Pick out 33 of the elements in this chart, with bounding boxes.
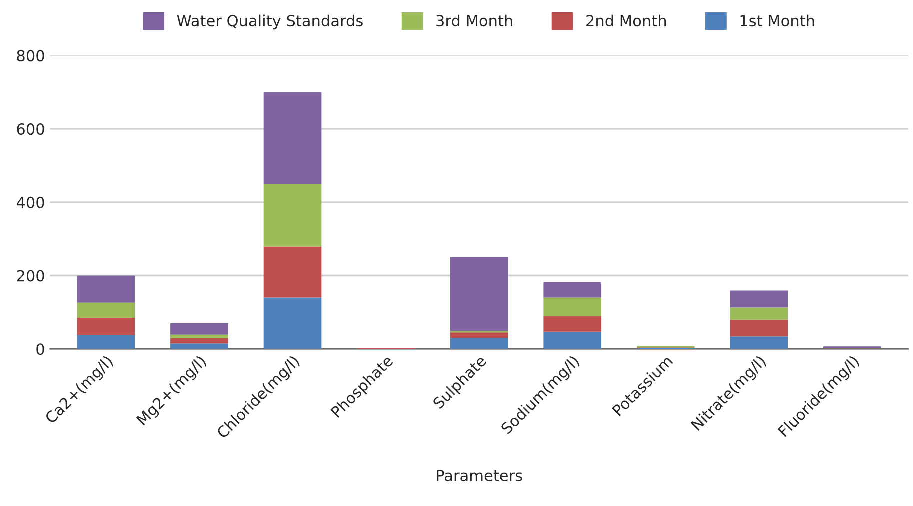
- y-tick-label: 200: [17, 270, 44, 282]
- y-tick-label: 800: [17, 50, 44, 62]
- bar: [730, 336, 788, 350]
- bar: [77, 276, 136, 303]
- bar: [730, 290, 788, 308]
- bar: [170, 344, 228, 350]
- bar: [730, 308, 788, 320]
- legend-label: 2nd Month: [586, 14, 666, 27]
- legend-label: 1st Month: [740, 14, 814, 27]
- legend-label: 3rd Month: [436, 14, 512, 27]
- bar: [264, 298, 322, 350]
- bar: [170, 334, 228, 338]
- bar: [450, 332, 508, 338]
- bar: [544, 282, 602, 298]
- bar: [77, 335, 136, 350]
- bar: [450, 257, 508, 332]
- bar: [170, 323, 228, 335]
- bar: [77, 302, 136, 318]
- bar: [544, 298, 602, 316]
- bar: [77, 318, 136, 336]
- bar: [170, 338, 228, 344]
- bar: [544, 316, 602, 332]
- y-tick-label: 0: [36, 344, 44, 356]
- bar: [450, 338, 508, 350]
- bar: [264, 246, 322, 298]
- bar: [544, 332, 602, 350]
- x-axis-title: Parameters: [437, 470, 522, 482]
- bar: [264, 92, 322, 184]
- y-tick-label: 600: [17, 123, 44, 136]
- y-tick-label: 400: [16, 196, 44, 208]
- bar: [730, 320, 788, 337]
- bar: [264, 184, 322, 247]
- legend-label: Water Quality Standards: [177, 14, 363, 30]
